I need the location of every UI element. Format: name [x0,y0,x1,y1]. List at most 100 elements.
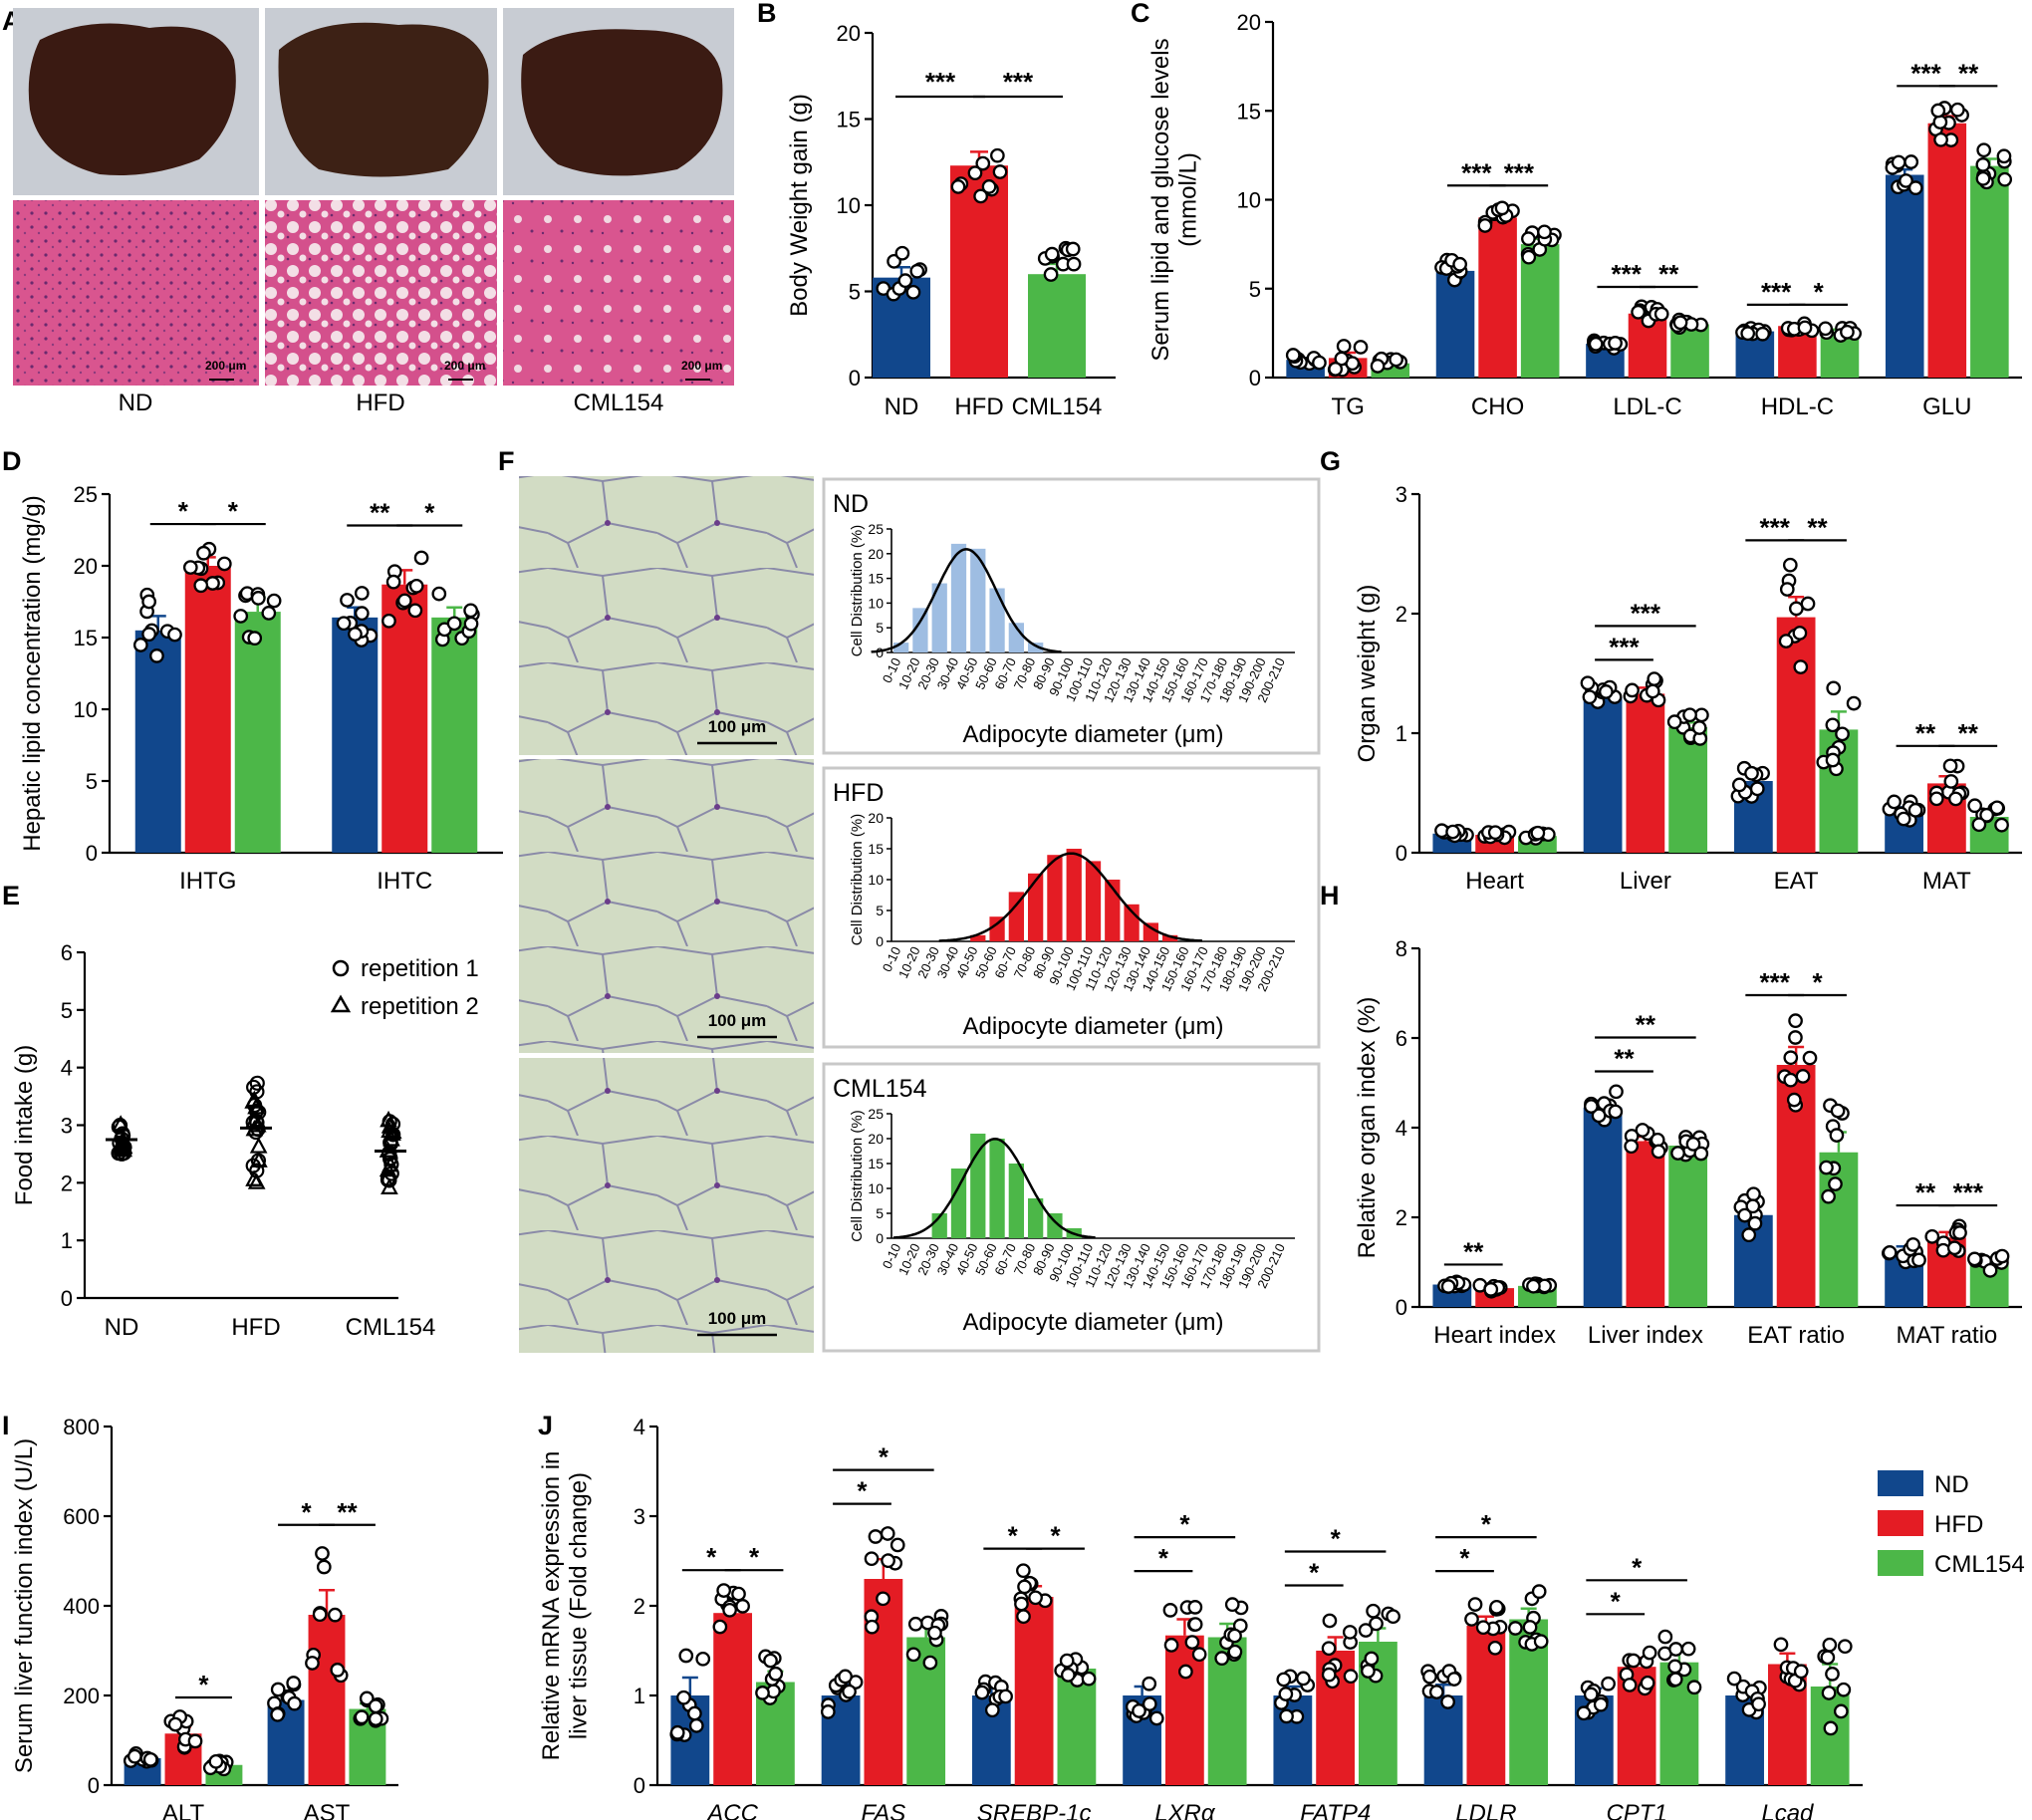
dot-D [266,593,282,609]
dot-J [927,1625,942,1641]
dot-J [1016,1609,1031,1625]
dot-D [340,593,355,608]
panel-letter-E: E [2,881,20,910]
dot-H [1693,1146,1709,1162]
dot-G [1928,791,1944,807]
ytick-label-C-0: 0 [1249,366,1261,390]
scale-label-a1: 200 μm [205,359,246,373]
panel-letter-C: C [1131,0,1150,28]
dot-J [1726,1671,1742,1687]
sig-label-C-0: *** [1461,157,1492,187]
point-E-ND [112,1115,130,1132]
xcat-J-6: CPT1 [1606,1800,1666,1820]
dot-G [1825,717,1841,733]
dot-J [687,1705,702,1721]
point-E-HFD [245,1170,263,1186]
dot-G [1942,758,1958,774]
sig-label-J-8: * [1309,1558,1320,1588]
dot-J [716,1583,732,1598]
dot-B [950,179,966,194]
sig-label-B-0: *** [925,67,956,97]
dot-J [1487,1640,1503,1656]
panel-F: F 100 μm 100 μm 100 μm ND HFD CML154 [498,446,1321,1353]
ytick-label-B-4: 20 [837,21,861,46]
dot-J [1276,1672,1292,1688]
dot-D [250,591,266,606]
hist-bar-HFD-110-120 [1105,880,1121,941]
ytick-label-D-4: 20 [74,554,98,579]
ytick-label-B-1: 5 [849,280,861,305]
dot-J [712,1619,728,1635]
ylabel-C: Serum lipid and glucose levels(mmol/L) [1147,38,1202,361]
dot-G [1666,714,1682,729]
dot-G [1530,825,1546,841]
xcat-C-3: HDL-C [1761,393,1834,420]
ytick-label-D-3: 15 [74,626,98,650]
dot-D [396,593,412,609]
dot-D [216,556,232,572]
adipose-image-nd [519,476,814,755]
dot-C [1932,115,1948,130]
sig-label-B-1: *** [1003,67,1034,97]
ytick-label-E-5: 5 [61,998,73,1023]
ylabel-J: Relative mRNA expression inliver tissue … [538,1451,593,1761]
hist-title-cml154: CML154 [833,1075,927,1103]
xcat-G-2: EAT [1774,868,1819,895]
dot-H [1882,1245,1898,1260]
point-E-ND [115,1137,133,1155]
xcat-B-0: ND [885,393,919,420]
dot-C [1537,224,1552,240]
dot-J [1214,1651,1230,1666]
dot-J [1820,1650,1836,1666]
dot-C [1588,336,1604,352]
dot-J [1836,1682,1852,1697]
panel-letter-H: H [1320,881,1340,910]
xcat-C-4: GLU [1922,393,1971,420]
dot-C [1521,249,1537,265]
dot-I [287,1695,302,1711]
dot-I [208,1754,224,1769]
hist-xaxis-label: Adipocyte diameter (μm) [963,1013,1224,1040]
ylabel-H: Relative organ index (%) [1354,997,1381,1259]
dot-J [1366,1603,1381,1619]
dot-G [1971,817,1987,833]
dot-J [1680,1641,1696,1657]
ytick-label-G-2: 2 [1396,602,1407,627]
point-E-HFD [245,1090,264,1108]
hist-fit-curve [893,1138,1096,1239]
bar-J-SREBP-1c-CML154 [1057,1669,1097,1785]
ytick-label-J-3: 3 [634,1504,645,1529]
dot-C [1653,306,1669,322]
ytick-label-H-0: 0 [1396,1295,1407,1320]
dot-J [1321,1667,1337,1683]
dot-C [1477,218,1493,233]
ytick-label-I-1: 200 [63,1684,100,1708]
xcat-H-2: EAT ratio [1747,1322,1845,1349]
bar-D-IHTG-CML154 [234,612,281,853]
point-E-HFD [250,1151,268,1168]
hist-ytick-label: 15 [868,841,884,857]
bar-D-IHTC-ND [332,617,379,853]
bar-I-AST-HFD [308,1615,346,1785]
dot-J [864,1551,880,1567]
dot-J [1016,1563,1031,1579]
hist-ytick-label: 0 [876,645,884,660]
dot-B [894,245,910,261]
hist-bar-HFD-100-110 [1085,861,1102,941]
dot-J [1014,1596,1029,1612]
ytick-label-C-4: 20 [1237,10,1261,35]
hist-fit-curve [871,548,1062,653]
hist-bar-HFD-70-80 [1028,873,1044,941]
hist-bar-HFD-130-140 [1143,922,1158,941]
hist-ytick-label: 0 [876,1230,884,1246]
dot-J [1508,1621,1523,1636]
dot-J [1823,1720,1839,1736]
dot-C [1976,142,1992,158]
dot-C [1631,304,1646,320]
hist-bar-ND-50-60 [989,588,1005,652]
hist-ytick-label: 5 [876,1205,884,1221]
dot-B [1066,256,1082,272]
dot-C [1285,348,1301,363]
bar-H-Liver index-ND [1583,1107,1623,1307]
